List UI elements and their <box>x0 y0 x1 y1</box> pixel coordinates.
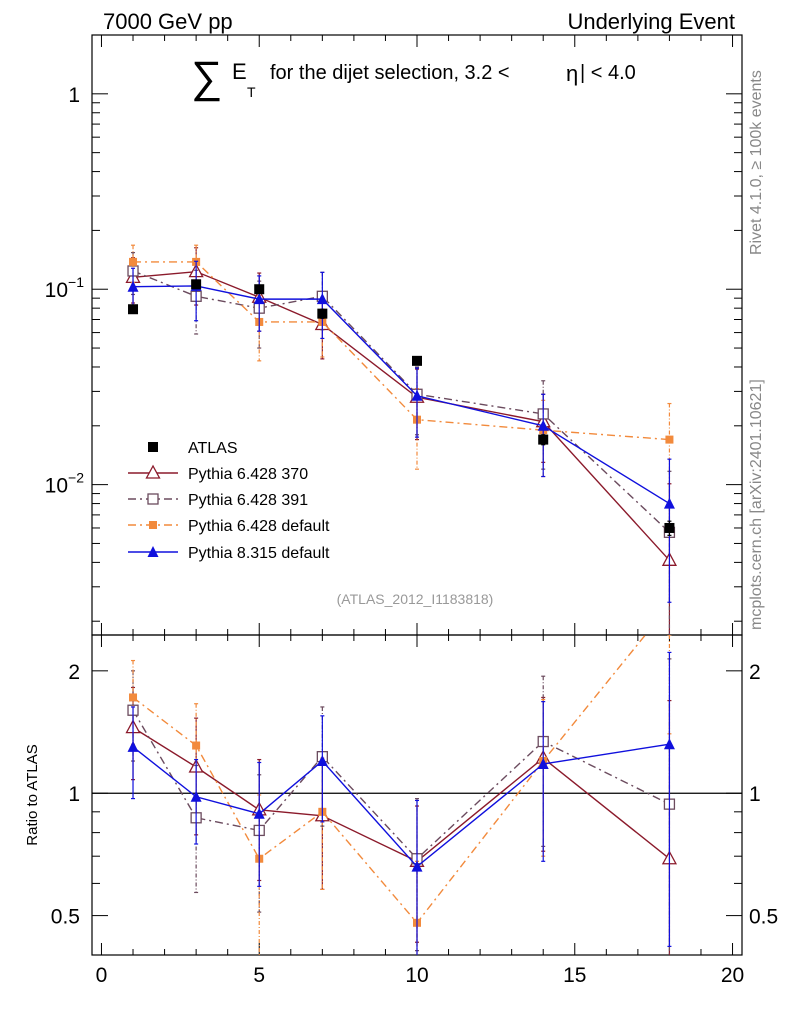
x-tick-label: 5 <box>253 964 265 987</box>
ratio-point-pdef <box>192 741 201 750</box>
axes: 0 5 10 15 20 1 10−1 10−2 0.5 0.5 1 1 2 2 <box>45 34 778 987</box>
ratio-point-p8 <box>411 860 423 872</box>
title-eta: η <box>566 61 578 86</box>
main-point-atlas <box>538 434 549 445</box>
x-tick-label: 10 <box>405 964 428 987</box>
main-point-pdef <box>129 257 138 266</box>
legend-entry-atlas: ATLAS <box>148 440 238 457</box>
ratio-line-p8 <box>132 743 670 868</box>
ratio-y-tick-label-right: 0.5 <box>749 906 778 929</box>
analysis-id: (ATLAS_2012_I1183818) <box>337 591 494 607</box>
main-point-atlas <box>317 308 328 319</box>
legend-entry-pdef: Pythia 6.428 default <box>128 518 330 535</box>
mcplots-label: mcplots.cern.ch [arXiv:2401.10621] <box>748 379 765 630</box>
legend-marker-p8 <box>147 546 159 557</box>
ratio-y-tick-label-right: 2 <box>749 661 761 684</box>
main-pdef <box>129 244 674 505</box>
legend-label: Pythia 6.428 default <box>188 518 330 535</box>
main-point-p8 <box>663 497 675 509</box>
main-point-p8 <box>127 280 139 292</box>
main-point-atlas <box>664 522 675 533</box>
legend-marker-pdef <box>149 521 157 529</box>
x-tick-label: 0 <box>96 964 108 987</box>
ratio-p8 <box>127 651 675 955</box>
legend-entry-p370: Pythia 6.428 370 <box>128 464 308 483</box>
main-point-atlas <box>128 304 139 315</box>
x-tick-label: 20 <box>721 964 744 987</box>
ratio-line-p391 <box>132 709 670 860</box>
title-sum-symbol: ∑ <box>191 53 222 102</box>
legend-label: Pythia 8.315 default <box>188 545 330 562</box>
ratio-point-p8 <box>253 807 265 819</box>
y-tick-label: 10−1 <box>45 274 85 302</box>
ratio-point-p8 <box>127 740 139 752</box>
main-point-atlas <box>254 284 265 295</box>
main-line-pdef <box>133 261 670 441</box>
rivet-version-label: Rivet 4.1.0, ≥ 100k events <box>748 70 765 255</box>
y-tick-label: 10−2 <box>45 470 85 498</box>
ratio-p370 <box>125 686 678 955</box>
title-t-subscript: T <box>247 84 256 100</box>
title-tail: | < 4.0 <box>580 62 636 84</box>
ratio-y-tick-label: 0.5 <box>51 906 80 929</box>
ratio-y-tick-label: 2 <box>68 661 80 684</box>
legend-marker-p391 <box>147 493 159 505</box>
ratio-y-tick-label: 1 <box>68 783 80 806</box>
main-point-atlas <box>191 279 202 290</box>
legend-label: Pythia 6.428 391 <box>188 492 308 509</box>
title-e: E <box>232 59 247 84</box>
energy-label: 7000 GeV pp <box>103 9 233 34</box>
y-tick-label: 1 <box>68 84 80 107</box>
legend-entry-p391: Pythia 6.428 391 <box>128 492 308 509</box>
plot-title: ∑ E T for the dijet selection, 3.2 < η |… <box>191 53 636 102</box>
main-point-pdef <box>665 435 674 444</box>
ratio-y-axis-label: Ratio to ATLAS <box>24 744 41 845</box>
legend: ATLAS Pythia 6.428 370 Pythia 6.428 391 Pyt… <box>128 440 330 562</box>
ratio-point-pdef <box>129 693 138 702</box>
main-point-p8 <box>411 389 423 401</box>
ratio-p391 <box>127 658 676 955</box>
main-point-p8 <box>537 419 549 431</box>
process-label: Underlying Event <box>567 9 735 34</box>
ratio-series-group <box>125 635 678 955</box>
legend-label: Pythia 6.428 370 <box>188 466 308 483</box>
main-point-atlas <box>412 355 422 366</box>
main-series-group <box>125 244 678 635</box>
ratio-point-p8 <box>663 738 675 750</box>
ratio-y-tick-label-right: 1 <box>749 783 761 806</box>
legend-label: ATLAS <box>188 440 238 457</box>
ratio-point-p8 <box>190 790 202 802</box>
ratio-point-p8 <box>316 755 328 767</box>
title-text: for the dijet selection, 3.2 < <box>270 62 510 84</box>
legend-marker-p370 <box>145 464 161 479</box>
main-line-p370 <box>132 270 670 561</box>
main-point-p8 <box>316 293 328 305</box>
ratio-point-p8 <box>537 757 549 769</box>
legend-entry-p8: Pythia 8.315 default <box>128 545 330 562</box>
x-tick-label: 15 <box>563 964 586 987</box>
legend-marker-atlas <box>148 442 158 452</box>
main-atlas <box>128 279 675 536</box>
main-point-p8 <box>253 293 265 305</box>
ratio-pdef <box>129 635 672 955</box>
